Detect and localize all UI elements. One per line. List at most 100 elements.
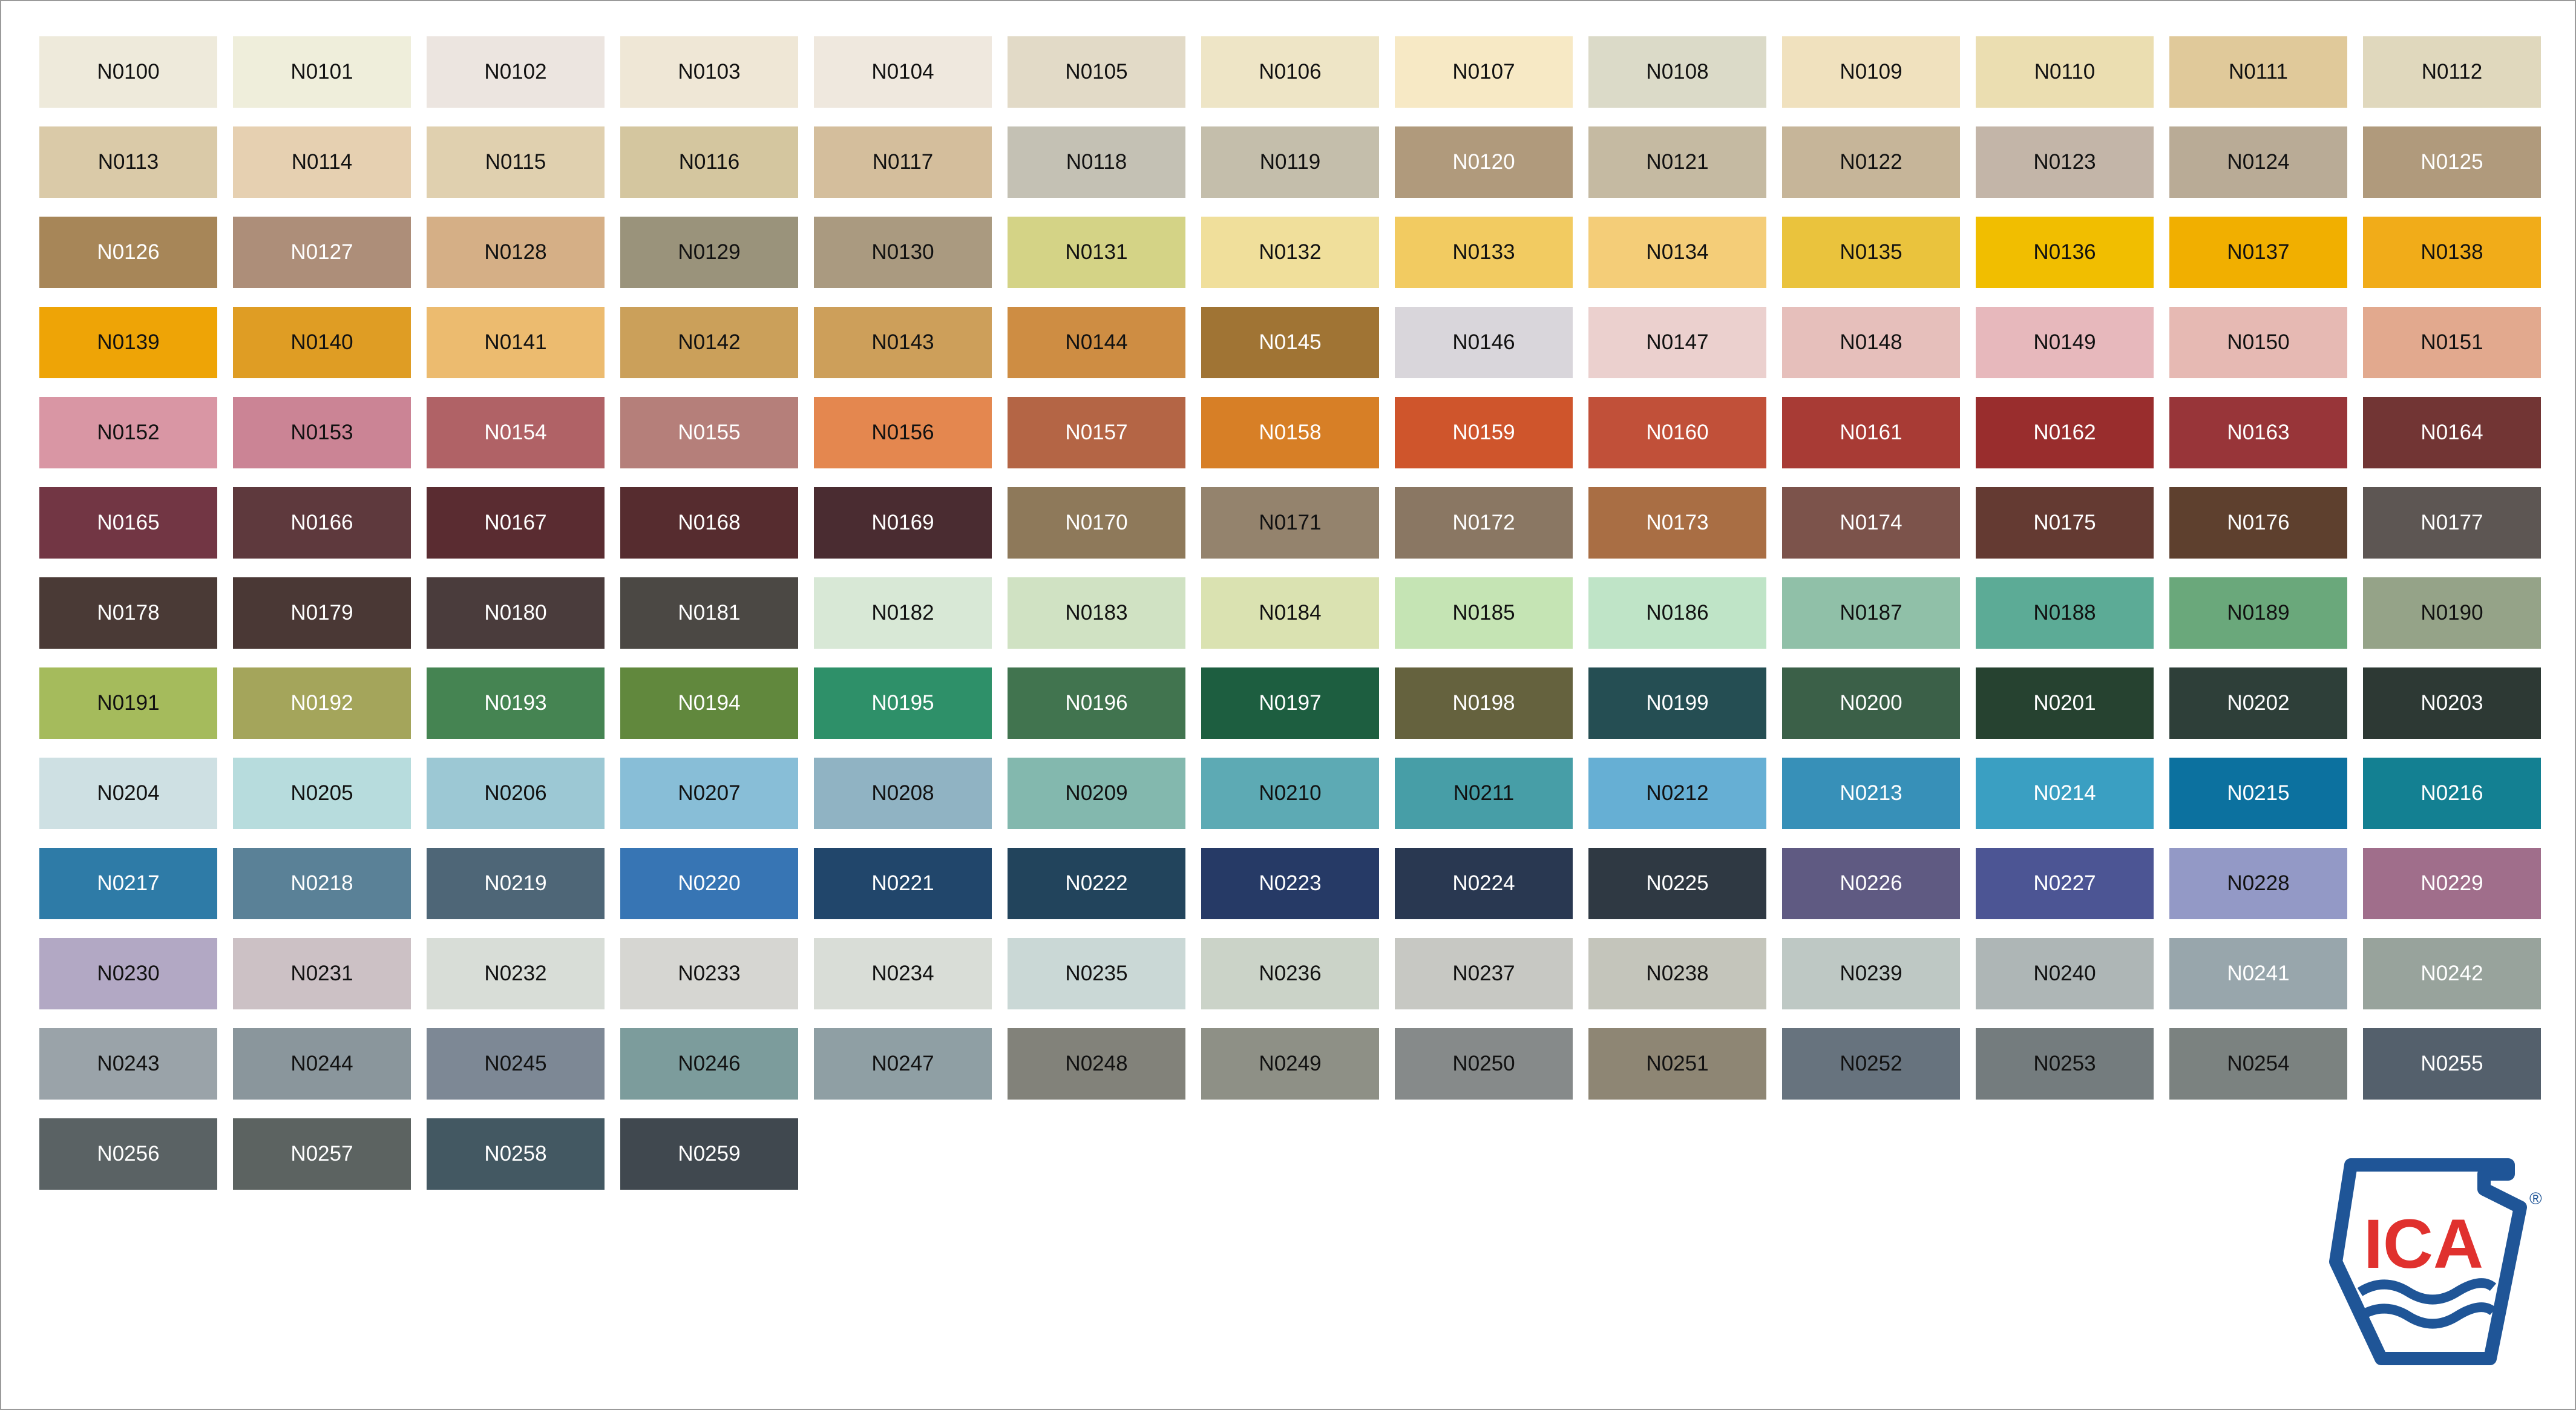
- color-swatch: N0174: [1782, 487, 1960, 559]
- color-swatch: N0223: [1201, 848, 1379, 919]
- swatch-code: N0128: [484, 240, 547, 264]
- color-swatch: N0204: [39, 758, 217, 829]
- color-swatch: N0248: [1008, 1028, 1185, 1100]
- color-swatch: N0241: [2169, 938, 2347, 1009]
- swatch-code: N0138: [2420, 240, 2483, 264]
- swatch-code: N0256: [97, 1142, 160, 1166]
- color-swatch: N0136: [1976, 217, 2154, 288]
- swatch-code: N0137: [2227, 240, 2290, 264]
- swatch-code: N0164: [2420, 421, 2483, 444]
- color-swatch: N0106: [1201, 36, 1379, 108]
- color-swatch: N0220: [620, 848, 798, 919]
- color-swatch: N0150: [2169, 307, 2347, 378]
- swatch-code: N0157: [1065, 421, 1128, 444]
- swatch-code: N0258: [484, 1142, 547, 1166]
- color-swatch: N0129: [620, 217, 798, 288]
- swatch-code: N0166: [290, 511, 353, 534]
- swatch-code: N0148: [1840, 330, 1903, 354]
- swatch-code: N0144: [1065, 330, 1128, 354]
- color-swatch: N0119: [1201, 126, 1379, 198]
- color-swatch: N0108: [1588, 36, 1766, 108]
- swatch-code: N0170: [1065, 511, 1128, 534]
- wave-1: [2357, 1278, 2497, 1305]
- color-swatch: N0235: [1008, 938, 1185, 1009]
- swatch-code: N0190: [2420, 601, 2483, 625]
- color-swatch: N0124: [2169, 126, 2347, 198]
- color-swatch: N0172: [1395, 487, 1573, 559]
- color-swatch: N0146: [1395, 307, 1573, 378]
- swatch-code: N0105: [1065, 60, 1128, 84]
- swatch-code: N0116: [678, 150, 740, 174]
- color-swatch: N0104: [814, 36, 992, 108]
- color-swatch: N0195: [814, 667, 992, 739]
- color-swatch: N0110: [1976, 36, 2154, 108]
- swatch-code: N0163: [2227, 421, 2290, 444]
- color-swatch: N0178: [39, 577, 217, 649]
- color-swatch: N0149: [1976, 307, 2154, 378]
- color-swatch: N0218: [233, 848, 411, 919]
- swatch-code: N0203: [2420, 691, 2483, 715]
- swatch-code: N0155: [678, 421, 741, 444]
- swatch-code: N0234: [871, 962, 934, 985]
- color-swatch: N0217: [39, 848, 217, 919]
- color-swatch: N0231: [233, 938, 411, 1009]
- swatch-code: N0107: [1452, 60, 1515, 84]
- logo-letters: ICA: [2364, 1205, 2483, 1283]
- color-swatch: N0154: [427, 397, 605, 468]
- color-swatch: N0245: [427, 1028, 605, 1100]
- color-swatch: N0229: [2363, 848, 2541, 919]
- color-swatch: N0133: [1395, 217, 1573, 288]
- color-swatch: N0213: [1782, 758, 1960, 829]
- color-swatch: N0238: [1588, 938, 1766, 1009]
- color-swatch: N0255: [2363, 1028, 2541, 1100]
- color-swatch: N0148: [1782, 307, 1960, 378]
- swatch-code: N0124: [2227, 150, 2290, 174]
- swatch-code: N0181: [678, 601, 741, 625]
- swatch-code: N0147: [1646, 330, 1709, 354]
- color-swatch: N0236: [1201, 938, 1379, 1009]
- swatch-code: N0232: [484, 962, 547, 985]
- color-swatch: N0152: [39, 397, 217, 468]
- swatch-code: N0167: [484, 511, 547, 534]
- color-swatch: N0162: [1976, 397, 2154, 468]
- color-swatch: N0201: [1976, 667, 2154, 739]
- color-swatch: N0182: [814, 577, 992, 649]
- color-swatch: N0135: [1782, 217, 1960, 288]
- color-swatch: N0132: [1201, 217, 1379, 288]
- color-swatch: N0100: [39, 36, 217, 108]
- swatch-code: N0169: [871, 511, 934, 534]
- color-swatch: N0107: [1395, 36, 1573, 108]
- swatch-code: N0248: [1065, 1052, 1128, 1075]
- color-swatch: N0239: [1782, 938, 1960, 1009]
- swatch-code: N0168: [678, 511, 741, 534]
- color-swatch: N0147: [1588, 307, 1766, 378]
- color-swatch: N0202: [2169, 667, 2347, 739]
- color-swatch: N0211: [1395, 758, 1573, 829]
- color-swatch: N0184: [1201, 577, 1379, 649]
- swatch-code: N0152: [97, 421, 160, 444]
- swatch-code: N0174: [1840, 511, 1903, 534]
- color-swatch: N0126: [39, 217, 217, 288]
- color-swatch: N0144: [1008, 307, 1185, 378]
- color-swatch: N0138: [2363, 217, 2541, 288]
- color-swatch: N0140: [233, 307, 411, 378]
- color-swatch: N0168: [620, 487, 798, 559]
- swatch-code: N0240: [2033, 962, 2096, 985]
- swatch-code: N0111: [2229, 60, 2288, 84]
- swatch-code: N0247: [871, 1052, 934, 1075]
- color-swatch: N0189: [2169, 577, 2347, 649]
- swatch-code: N0101: [290, 60, 353, 84]
- swatch-code: N0202: [2227, 691, 2290, 715]
- color-swatch: N0103: [620, 36, 798, 108]
- swatch-code: N0222: [1065, 871, 1128, 895]
- swatch-code: N0213: [1840, 781, 1903, 805]
- color-swatch: N0105: [1008, 36, 1185, 108]
- swatch-code: N0219: [484, 871, 547, 895]
- color-swatch: N0190: [2363, 577, 2541, 649]
- color-swatch: N0118: [1008, 126, 1185, 198]
- color-swatch: N0173: [1588, 487, 1766, 559]
- color-swatch: N0212: [1588, 758, 1766, 829]
- color-swatch: N0175: [1976, 487, 2154, 559]
- color-swatch: N0116: [620, 126, 798, 198]
- swatch-code: N0193: [484, 691, 547, 715]
